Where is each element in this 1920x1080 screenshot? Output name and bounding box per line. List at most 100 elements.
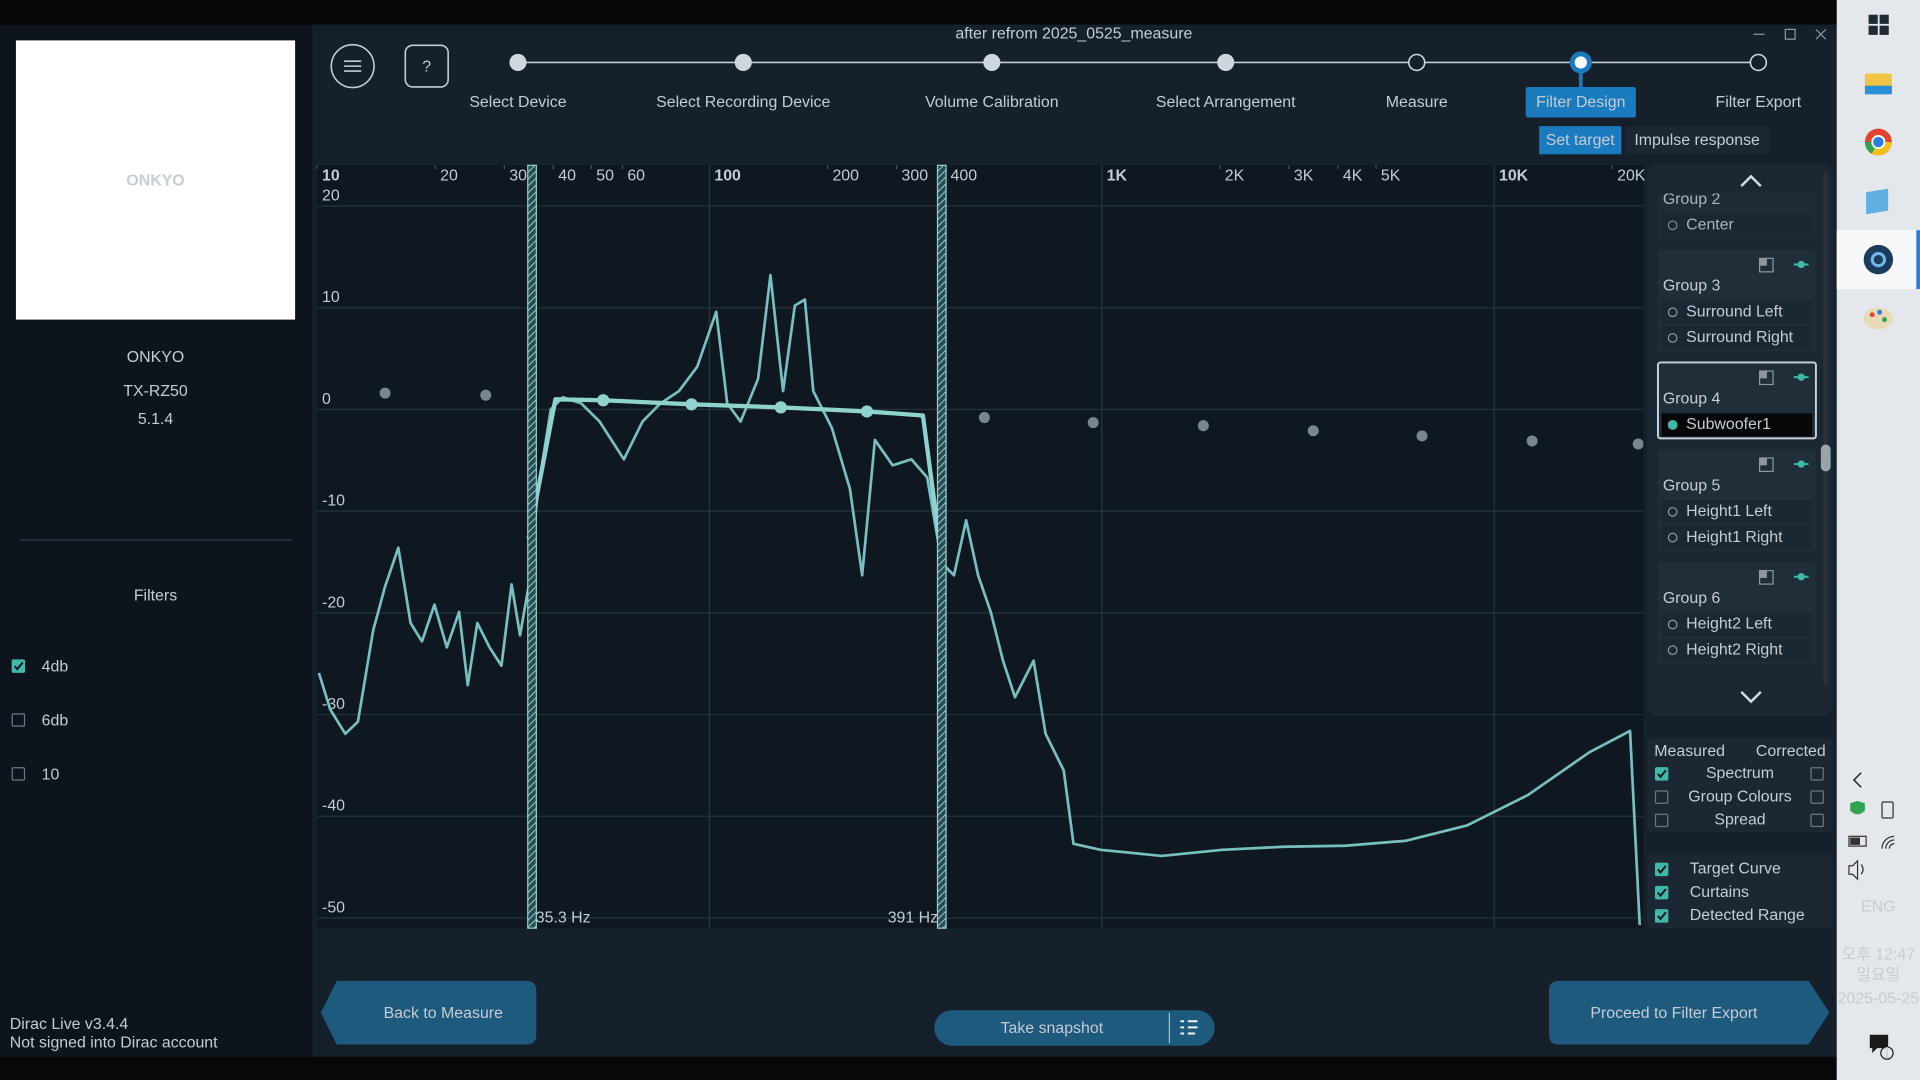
x-tick-label: 300 — [902, 168, 929, 185]
group[interactable]: Group 4 Subwoofer1 — [1656, 361, 1817, 440]
overlay-checkbox[interactable] — [1654, 862, 1669, 877]
subtab[interactable] — [1539, 126, 1622, 155]
step-node[interactable] — [734, 53, 752, 72]
target-point[interactable] — [1307, 425, 1319, 437]
notepad-icon[interactable] — [1866, 188, 1889, 215]
device-configuration: 5.1.4 — [138, 411, 174, 428]
x-tick-label: 20 — [440, 168, 458, 185]
maximize[interactable] — [1784, 28, 1796, 40]
target-point[interactable] — [1197, 420, 1209, 432]
target-point[interactable] — [978, 412, 990, 424]
step-label[interactable]: Measure — [1386, 94, 1448, 111]
notification-icon[interactable] — [1869, 1034, 1889, 1054]
overlay-label: Target Curve — [1690, 861, 1781, 878]
target-point[interactable] — [1632, 438, 1644, 450]
close[interactable] — [1815, 28, 1827, 40]
usb-icon[interactable] — [1881, 801, 1894, 819]
dirac-icon[interactable] — [1863, 244, 1894, 275]
group[interactable]: Group 2 Center — [1657, 163, 1816, 239]
checkbox-check — [13, 661, 24, 671]
corrected-checkbox[interactable] — [1810, 790, 1824, 804]
group-label: Group 4 — [1663, 390, 1721, 407]
language[interactable]: ENG — [1861, 899, 1895, 916]
curtain[interactable] — [936, 164, 947, 929]
step-node[interactable] — [983, 53, 1001, 72]
target-point[interactable] — [860, 405, 874, 418]
measured-header: Measured — [1654, 743, 1725, 760]
snapshot-button[interactable] — [934, 1010, 1215, 1046]
step-node[interactable] — [1407, 53, 1426, 72]
channel-row[interactable] — [1661, 612, 1813, 637]
channel-label: Height2 Left — [1686, 616, 1772, 633]
wifi-icon[interactable] — [1881, 835, 1895, 849]
battery-icon[interactable] — [1848, 835, 1867, 847]
help-button[interactable] — [404, 44, 449, 88]
filter-label[interactable]: 4db — [42, 659, 69, 676]
checkbox-box — [1654, 813, 1669, 828]
group-solo-icon-fill — [1759, 371, 1767, 379]
target-point[interactable] — [1416, 430, 1428, 442]
step-label[interactable]: Select Recording Device — [656, 94, 830, 111]
channel-row[interactable] — [1661, 413, 1813, 437]
step-label[interactable]: Filter Design — [1536, 94, 1625, 111]
start-icon — [1868, 14, 1878, 24]
scroll-down[interactable] — [1740, 690, 1762, 704]
curtain-label: 35.3 Hz — [536, 910, 591, 927]
channel-row[interactable] — [1661, 326, 1813, 350]
target-point[interactable] — [597, 394, 610, 407]
volume-icon[interactable] — [1848, 859, 1864, 881]
back-button[interactable] — [320, 980, 537, 1045]
target-point[interactable] — [685, 398, 698, 411]
filter-checkbox[interactable] — [11, 713, 26, 727]
filter-checkbox[interactable] — [11, 767, 26, 781]
channel-row[interactable] — [1661, 213, 1813, 237]
measured-checkbox[interactable] — [1654, 790, 1669, 804]
account-status: Not signed into Dirac account — [10, 1034, 218, 1051]
target-point[interactable] — [1087, 417, 1099, 429]
scroll-up[interactable] — [1740, 174, 1762, 187]
group[interactable]: Group 3 Surround Left Surround Right — [1657, 249, 1816, 352]
filter-checkbox[interactable] — [11, 659, 26, 673]
measured-checkbox[interactable] — [1654, 813, 1669, 828]
tray-expand[interactable] — [1852, 772, 1862, 788]
x-tick-label: 4K — [1343, 168, 1363, 185]
checkbox-box — [11, 767, 26, 781]
target-point[interactable] — [774, 401, 787, 414]
x-tick-label: 40 — [558, 168, 576, 185]
step-label[interactable]: Volume Calibration — [925, 94, 1059, 111]
channel-row[interactable] — [1661, 638, 1813, 662]
proceed-button[interactable] — [1548, 980, 1830, 1045]
channel-row[interactable] — [1661, 300, 1813, 324]
filter-label[interactable]: 10 — [42, 766, 60, 783]
curtain[interactable] — [527, 164, 537, 929]
clock-time[interactable]: 오후 12:47 — [1842, 945, 1916, 963]
overlay-checkbox[interactable] — [1654, 885, 1669, 900]
step-label[interactable]: Select Arrangement — [1156, 94, 1296, 111]
step-node[interactable] — [509, 53, 527, 72]
channel-label: Surround Right — [1686, 329, 1794, 346]
scrollbar-thumb[interactable] — [1820, 444, 1831, 472]
overlay-checkbox[interactable] — [1654, 909, 1669, 923]
subtab[interactable] — [1624, 126, 1770, 155]
target-point[interactable] — [480, 389, 492, 401]
start-button[interactable] — [1868, 14, 1889, 35]
target-point[interactable] — [379, 387, 391, 399]
menu-button[interactable] — [330, 43, 375, 89]
channel-row[interactable] — [1661, 525, 1813, 550]
step-node[interactable] — [1217, 53, 1235, 72]
channel-row[interactable] — [1661, 500, 1813, 524]
step-label[interactable]: Filter Export — [1715, 94, 1801, 111]
target-point[interactable] — [1526, 435, 1538, 447]
corrected-checkbox[interactable] — [1810, 767, 1824, 781]
step-node[interactable] — [1749, 53, 1768, 72]
group[interactable]: Group 5 Height1 Left Height1 Right — [1657, 449, 1816, 552]
defender-icon[interactable] — [1850, 800, 1865, 815]
device-brand: ONKYO — [127, 349, 184, 366]
snapshot-list-icon[interactable] — [1180, 1020, 1198, 1035]
x-tick-label: 1K — [1107, 168, 1128, 185]
step-label[interactable]: Select Device — [469, 94, 566, 111]
filter-label[interactable]: 6db — [42, 712, 69, 729]
group[interactable]: Group 6 Height2 Left Height2 Right — [1657, 562, 1816, 664]
corrected-checkbox[interactable] — [1810, 813, 1824, 828]
measured-checkbox[interactable] — [1654, 767, 1669, 781]
